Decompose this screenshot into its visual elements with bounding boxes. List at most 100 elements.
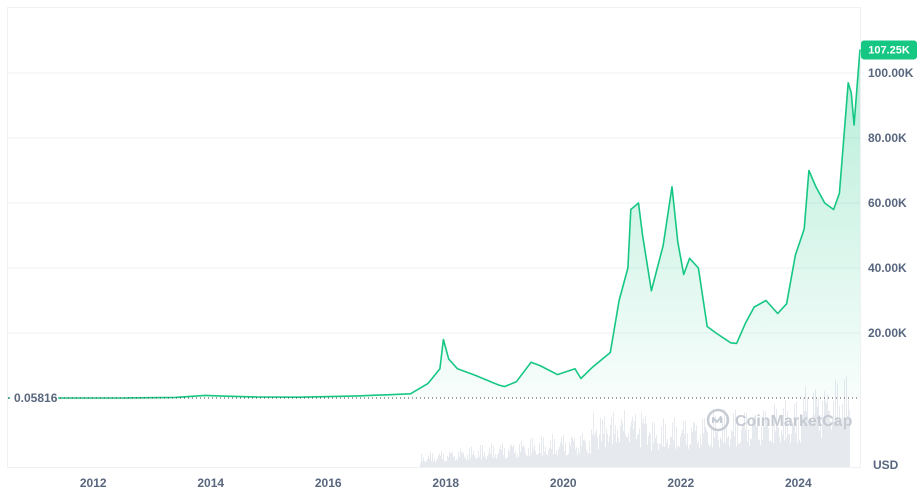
y-tick-label: 20.00K (868, 326, 907, 340)
grid-lines (8, 72, 860, 334)
x-tick-label: 2024 (785, 476, 812, 490)
volume-bar (771, 441, 772, 467)
volume-bar (780, 442, 781, 467)
volume-bar (784, 440, 785, 467)
volume-bar (756, 426, 757, 467)
volume-bar (719, 447, 720, 467)
volume-bar (450, 452, 451, 467)
volume-bar (595, 432, 596, 467)
volume-bar (448, 457, 449, 467)
volume-bar (733, 413, 734, 467)
volume-bar (767, 424, 768, 467)
volume-bar (786, 437, 787, 467)
volume-bar (750, 438, 751, 467)
volume-bar (834, 421, 835, 467)
volume-bar (747, 441, 748, 467)
volume-bar (473, 450, 474, 467)
volume-bar (636, 439, 637, 467)
volume-bar (609, 435, 610, 467)
volume-bar (455, 460, 456, 467)
volume-bar (498, 452, 499, 467)
price-area (8, 49, 860, 399)
volume-bar (667, 439, 668, 467)
volume-bar (442, 458, 443, 467)
volume-bar (486, 459, 487, 467)
volume-bar (830, 421, 831, 467)
volume-bar (682, 429, 683, 467)
volume-bar (532, 438, 533, 467)
volume-bar (437, 458, 438, 467)
volume-bar (453, 457, 454, 467)
volume-bar (680, 436, 681, 467)
volume-bar (676, 426, 677, 467)
volume-bar (646, 423, 647, 467)
volume-bar (452, 451, 453, 467)
volume-bar (530, 439, 531, 467)
volume-bar (483, 456, 484, 467)
volume-bar (698, 441, 699, 467)
volume-bar (797, 443, 798, 467)
volume-bar (551, 448, 552, 467)
volume-bar (703, 433, 704, 467)
volume-bar (540, 453, 541, 467)
volume-bar (549, 448, 550, 467)
volume-bar (535, 450, 536, 467)
volume-bar (576, 447, 577, 467)
volume-bar (677, 446, 678, 467)
volume-bar (808, 419, 809, 467)
volume-bar (620, 425, 621, 467)
volume-bar (691, 427, 692, 467)
volume-bar (490, 453, 491, 467)
volume-bar (793, 426, 794, 467)
volume-bar (577, 454, 578, 467)
volume-bar (748, 429, 749, 467)
volume-bar (564, 451, 565, 467)
volume-bar (613, 411, 614, 467)
volume-bar (670, 437, 671, 467)
volume-bar (663, 418, 664, 467)
volume-bar (557, 455, 558, 467)
volume-bar (602, 419, 603, 467)
volume-bar (575, 449, 576, 467)
volume-bar (583, 440, 584, 467)
volume-bar (792, 422, 793, 467)
volume-bar (590, 453, 591, 467)
volume-bar (456, 458, 457, 467)
volume-bar (737, 421, 738, 467)
volume-bar (812, 421, 813, 467)
volume-bar (505, 458, 506, 467)
volume-bar (425, 462, 426, 467)
volume-bar (839, 405, 840, 467)
current-value-badge: 107.25K (861, 40, 917, 60)
volume-bar (607, 433, 608, 467)
volume-bar (819, 430, 820, 467)
volume-bar (562, 444, 563, 467)
volume-bar (656, 435, 657, 467)
volume-bar (697, 442, 698, 467)
volume-bar (429, 458, 430, 467)
volume-bar (641, 412, 642, 467)
volume-bar (715, 415, 716, 467)
volume-bar (584, 439, 585, 467)
volume-bar (768, 428, 769, 467)
volume-bar (705, 426, 706, 467)
volume-bar (492, 457, 493, 467)
volume-bar (675, 448, 676, 467)
volume-bar (481, 459, 482, 467)
volume-bar (645, 416, 646, 467)
volume-bar (835, 379, 836, 467)
volume-bar (578, 447, 579, 467)
volume-bar (525, 453, 526, 467)
volume-bar (509, 451, 510, 467)
volume-bar (468, 459, 469, 467)
volume-bar (842, 403, 843, 467)
volume-bar (687, 433, 688, 467)
volume-bar (809, 424, 810, 467)
volume-bar (690, 444, 691, 467)
volume-bar (484, 451, 485, 467)
volume-bar (672, 422, 673, 467)
volume-bar (491, 443, 492, 467)
volume-bar (478, 450, 479, 467)
volume-bar (709, 446, 710, 467)
volume-bar (847, 416, 848, 467)
